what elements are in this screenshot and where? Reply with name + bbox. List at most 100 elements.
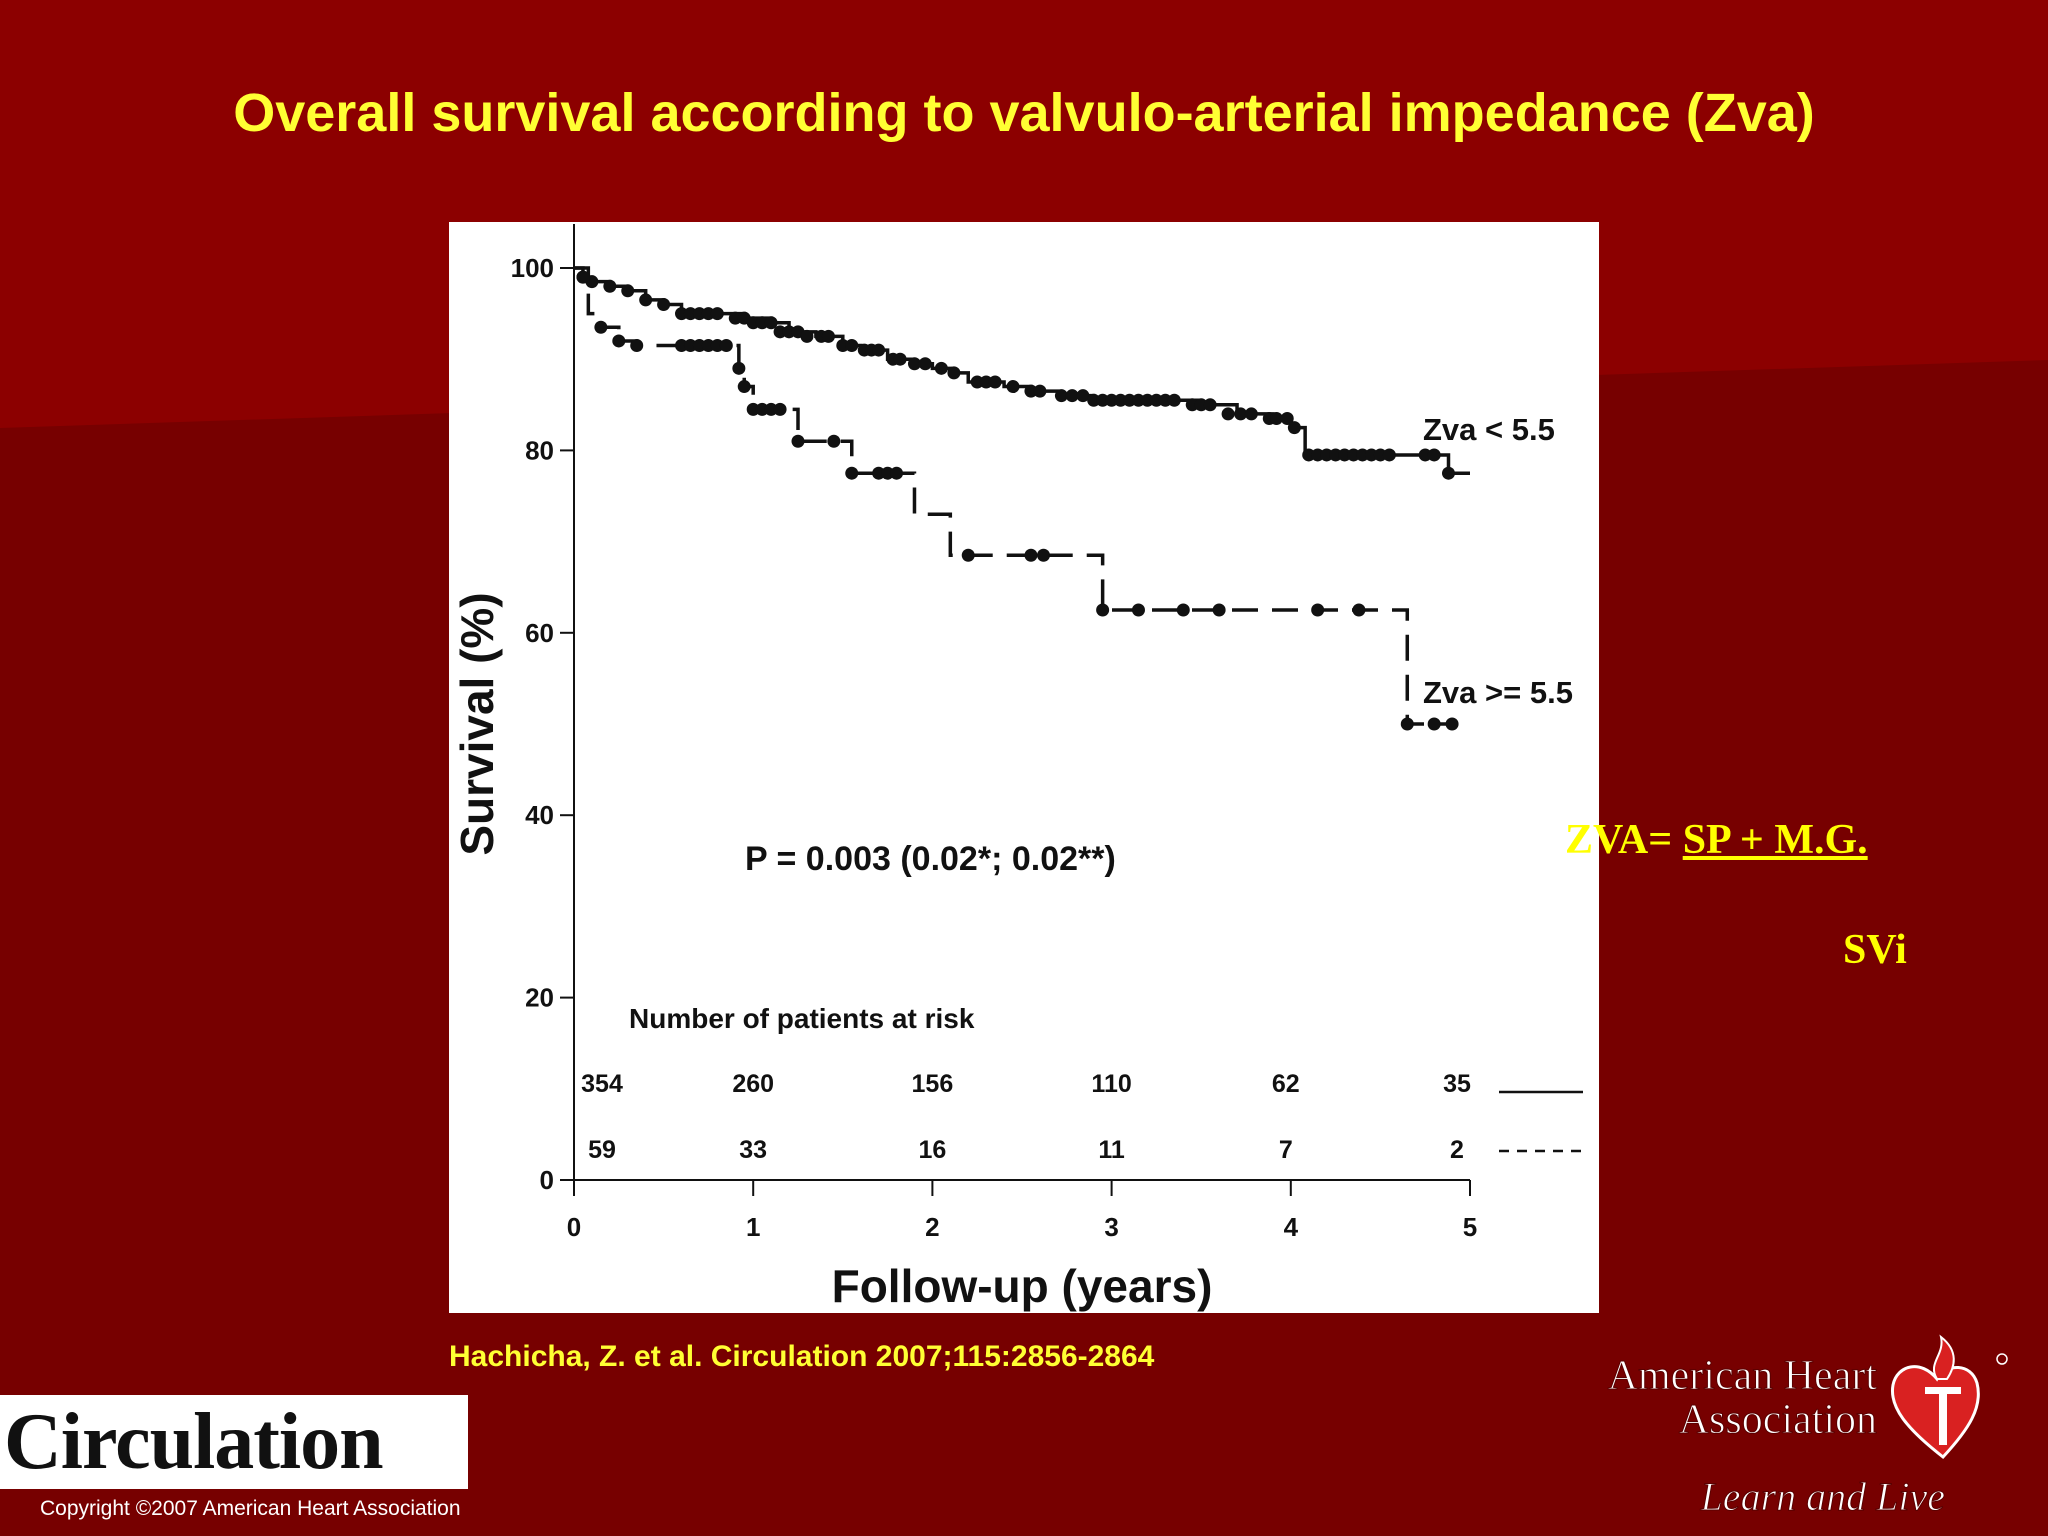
censor-mark: [800, 329, 814, 343]
copyright: Copyright ©2007 American Heart Associati…: [40, 1497, 461, 1520]
aha-tagline: Learn and Live: [1700, 1474, 1945, 1519]
y-tick-label: 80: [525, 435, 554, 465]
censor-mark: [1441, 466, 1455, 480]
censor-mark: [639, 293, 653, 307]
censor-mark: [791, 434, 805, 448]
censor-mark: [1352, 603, 1366, 617]
censor-mark: [1280, 411, 1294, 425]
y-tick-label: 100: [511, 253, 554, 283]
registered-mark-icon: [1996, 1353, 2008, 1365]
heart-shape: [1890, 1365, 1980, 1460]
series-label-zva-high: Zva >= 5.5: [1423, 675, 1573, 710]
censor-mark: [890, 466, 904, 480]
y-tick-label: 60: [525, 618, 554, 648]
risk-count: 7: [1279, 1136, 1293, 1164]
censor-mark: [1054, 389, 1068, 403]
censor-mark: [1096, 393, 1110, 407]
series-line-1: [574, 266, 1453, 726]
risk-count: 260: [732, 1070, 774, 1098]
censor-mark: [746, 316, 760, 330]
censor-mark: [1167, 393, 1181, 407]
risk-count: 16: [918, 1136, 946, 1164]
risk-count: 35: [1443, 1070, 1471, 1098]
censor-mark: [1105, 393, 1119, 407]
x-axis-label: Follow-up (years): [832, 1260, 1213, 1312]
censor-mark: [836, 339, 850, 353]
censor-mark: [845, 339, 859, 353]
circulation-logo-text: Circulation: [4, 1398, 384, 1486]
survival-chart: 0 20 40 60 80 100 0 1 2 3 4 5 Follow-up (years) Survi…: [451, 224, 1583, 1312]
censor-mark: [1221, 407, 1235, 421]
risk-count: 354: [581, 1070, 623, 1098]
censor-mark: [1311, 448, 1325, 462]
censor-mark: [1087, 393, 1101, 407]
censor-mark: [746, 402, 760, 416]
american-heart-association-logo: American Heart Association Learn and Liv…: [1607, 1334, 2008, 1520]
censor-mark: [1373, 448, 1387, 462]
risk-count: 156: [912, 1070, 954, 1098]
censor-mark: [1149, 393, 1163, 407]
censor-mark: [692, 307, 706, 321]
censor-mark: [764, 402, 778, 416]
censor-mark: [1065, 389, 1079, 403]
formula-numerator: SP + M.G.: [1682, 817, 1868, 863]
censor-mark: [1400, 717, 1414, 731]
censor-mark: [657, 297, 671, 311]
censor-mark: [1140, 393, 1154, 407]
censor-mark: [737, 380, 751, 394]
censor-mark: [621, 284, 635, 298]
censor-mark: [1076, 389, 1090, 403]
torch-stem: [1939, 1387, 1947, 1445]
risk-count: 2: [1450, 1136, 1464, 1164]
censor-mark: [675, 339, 689, 353]
x-tick-label: 2: [925, 1212, 939, 1242]
censor-mark: [1194, 398, 1208, 412]
censor-mark: [764, 316, 778, 330]
risk-count: 33: [739, 1136, 767, 1164]
censor-mark: [1320, 448, 1334, 462]
censor-mark: [603, 279, 617, 293]
censor-mark: [881, 466, 895, 480]
censor-mark: [755, 402, 769, 416]
censor-mark: [1418, 448, 1432, 462]
censor-mark: [683, 307, 697, 321]
censor-mark: [1244, 407, 1258, 421]
p-value-annotation: P = 0.003 (0.02*; 0.02**): [745, 840, 1116, 878]
zva-formula: ZVA= SP + M.G.: [1565, 816, 1868, 864]
censor-mark: [710, 307, 724, 321]
censor-mark: [1024, 548, 1038, 562]
survival-chart-panel: 0 20 40 60 80 100 0 1 2 3 4 5 Follow-up (years) Survi…: [449, 222, 1599, 1313]
circulation-logo: Circulation: [0, 1395, 468, 1489]
x-tick-label: 3: [1104, 1212, 1118, 1242]
censor-mark: [683, 339, 697, 353]
censor-mark: [1427, 448, 1441, 462]
censor-mark: [692, 339, 706, 353]
censor-mark: [1024, 384, 1038, 398]
y-axis-label: Survival (%): [451, 592, 503, 855]
censor-mark: [934, 361, 948, 375]
censor-mark: [728, 311, 742, 325]
censor-mark: [773, 325, 787, 339]
censor-mark: [773, 402, 787, 416]
formula-prefix: ZVA=: [1565, 817, 1683, 863]
censor-mark: [1006, 380, 1020, 394]
censor-mark: [907, 357, 921, 371]
censor-mark: [701, 339, 715, 353]
censor-mark: [988, 375, 1002, 389]
censor-mark: [979, 375, 993, 389]
risk-count: 59: [588, 1136, 616, 1164]
censor-mark: [1287, 421, 1301, 435]
x-tick-label: 0: [567, 1212, 581, 1242]
censor-mark: [612, 334, 626, 348]
risk-table-header: Number of patients at risk: [629, 1003, 975, 1034]
censor-mark: [1158, 393, 1172, 407]
censor-mark: [947, 366, 961, 380]
x-tick-label: 1: [746, 1212, 760, 1242]
censor-mark: [1033, 384, 1047, 398]
x-tick-label: 5: [1463, 1212, 1477, 1242]
censor-mark: [1096, 603, 1110, 617]
censor-mark: [821, 329, 835, 343]
citation: Hachicha, Z. et al. Circulation 2007;115…: [449, 1340, 1155, 1373]
censor-mark: [1234, 407, 1248, 421]
formula-denominator: SVi: [1843, 927, 1907, 973]
